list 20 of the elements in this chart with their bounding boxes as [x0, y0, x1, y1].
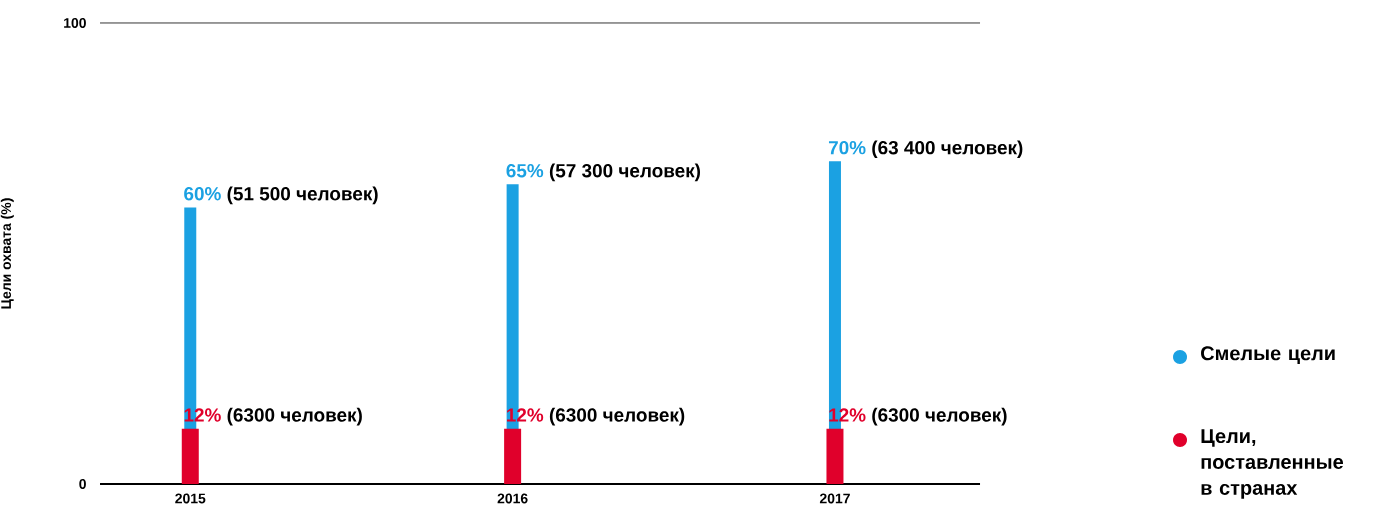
y-tick-label: 0 [79, 479, 86, 489]
legend-label: Смелые цели [1201, 346, 1335, 365]
annotation: (6300 человек) [872, 407, 1007, 426]
bar [826, 428, 844, 484]
legend-label: Цели, поставленные в странах [1201, 429, 1344, 499]
annotation: (6300 человек) [549, 407, 685, 426]
y-axis-title: Цели охвата (%) [0, 198, 14, 309]
annotation: (6300 человек) [227, 407, 362, 426]
data-label: 70% [828, 140, 866, 155]
x-tick-label: 2015 [175, 493, 206, 504]
y-tick-label: 100 [64, 18, 86, 28]
annotation: (51 500 человек) [227, 186, 378, 205]
annotation: (57 300 человек) [549, 163, 701, 182]
bar [504, 428, 522, 484]
data-label: 65% [506, 163, 544, 178]
bar [181, 428, 199, 484]
x-tick-label: 2016 [497, 493, 528, 504]
x-tick-label: 2017 [819, 493, 850, 504]
data-label: 60% [184, 187, 221, 201]
annotation: (63 400 человек) [872, 140, 1023, 159]
